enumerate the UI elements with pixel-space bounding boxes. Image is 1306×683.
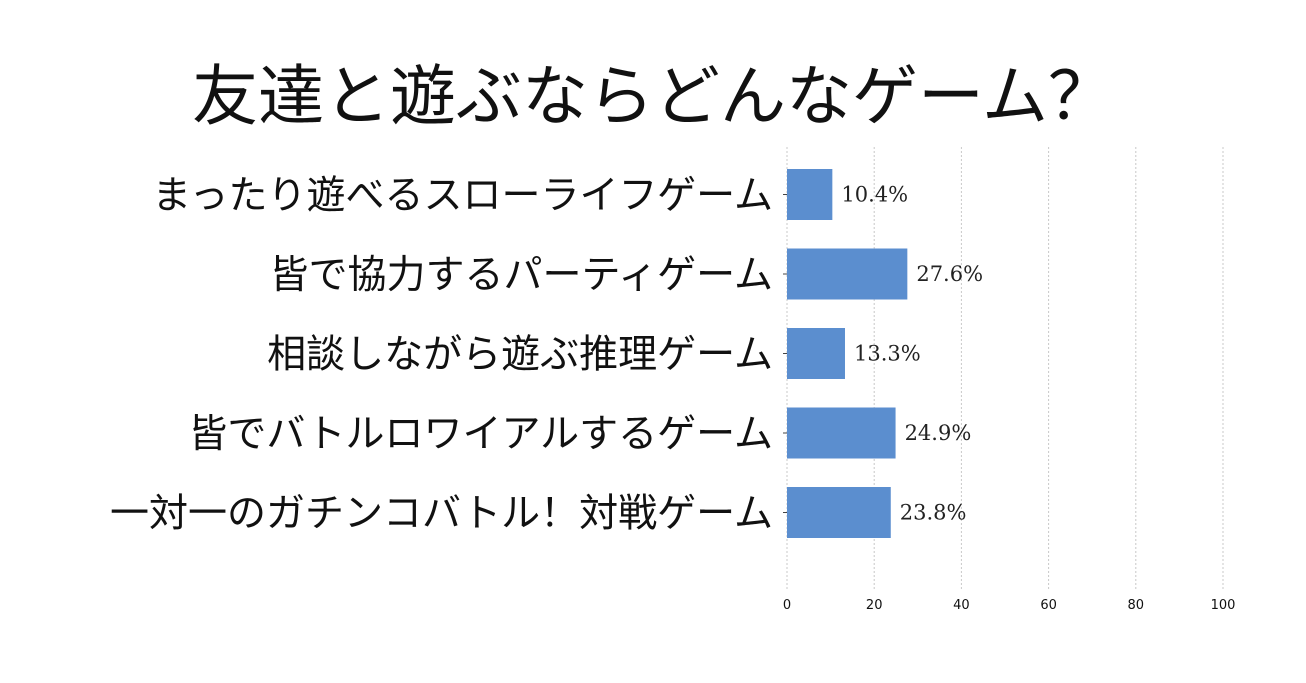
x-tick-label: 80 <box>1128 598 1145 613</box>
category-label: 皆でバトルロワイアルするゲーム <box>188 412 773 457</box>
x-tick-label: 60 <box>1040 598 1057 613</box>
category-label: 皆で協力するパーティゲーム <box>270 253 774 298</box>
bar <box>787 169 833 220</box>
value-label: 27.6% <box>916 262 983 286</box>
x-tick-label: 20 <box>866 598 883 613</box>
chart-title: 友達と遊ぶならどんなゲーム？ <box>191 58 1115 135</box>
value-label: 10.4% <box>841 183 908 207</box>
value-label: 24.9% <box>905 421 972 445</box>
grid-lines <box>786 147 1224 590</box>
bars <box>783 169 908 538</box>
bar <box>787 248 908 300</box>
x-tick-label: 0 <box>783 598 791 613</box>
category-labels: まったり遊べるスローライフゲーム皆で協力するパーティゲーム相談しながら遊ぶ推理ゲ… <box>110 174 773 537</box>
category-label: 一対一のガチンコバトル！対戦ゲーム <box>110 492 773 537</box>
category-label: 相談しながら遊ぶ推理ゲーム <box>267 333 773 378</box>
bar <box>787 328 845 379</box>
value-label: 23.8% <box>900 501 967 525</box>
category-label: まったり遊べるスローライフゲーム <box>152 174 773 219</box>
x-tick-label: 40 <box>953 598 970 613</box>
x-tick-label: 100 <box>1211 598 1236 613</box>
bar <box>787 407 896 459</box>
x-axis-ticks: 0 20 40 60 80 100 <box>783 598 1236 613</box>
value-labels: 10.4% 27.6% 13.3% 24.9% 23.8% <box>841 183 983 525</box>
bar <box>787 487 891 538</box>
value-label: 13.3% <box>854 342 921 366</box>
